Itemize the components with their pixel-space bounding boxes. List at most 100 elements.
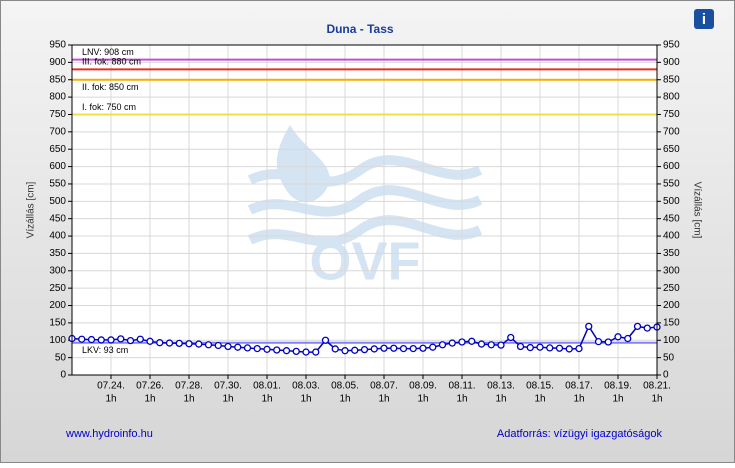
- data-point: [331, 345, 339, 353]
- x-tick-hour: 1h: [495, 394, 506, 405]
- x-tick-label: 07.24.: [97, 381, 125, 392]
- y2-tick-label: 600: [663, 161, 680, 172]
- data-point: [429, 343, 437, 351]
- data-point: [565, 345, 573, 353]
- data-point: [341, 347, 349, 355]
- y-tick-label: 100: [49, 335, 66, 346]
- data-point: [224, 342, 232, 351]
- data-point: [312, 348, 320, 356]
- data-point: [585, 322, 593, 331]
- y2-tick-label: 850: [663, 74, 680, 85]
- x-tick-label: 08.05.: [331, 381, 359, 392]
- y2-tick-label: 300: [663, 265, 680, 276]
- data-point: [263, 345, 271, 353]
- y2-tick-label: 450: [663, 213, 680, 224]
- y2-tick-label: 150: [663, 318, 680, 329]
- data-point: [487, 341, 495, 349]
- data-point: [477, 340, 486, 348]
- data-point: [185, 340, 193, 348]
- data-point: [594, 338, 603, 346]
- data-point: [136, 335, 144, 343]
- x-tick-label: 08.17.: [565, 381, 593, 392]
- x-tick-label: 08.19.: [604, 381, 632, 392]
- data-point: [165, 339, 174, 347]
- y2-tick-label: 950: [663, 40, 680, 51]
- x-tick-hour: 1h: [261, 394, 272, 405]
- x-tick-label: 08.01.: [253, 381, 281, 392]
- data-point: [146, 337, 154, 345]
- footer-link[interactable]: www.hydroinfo.hu: [65, 428, 153, 440]
- data-point: [380, 344, 388, 352]
- y2-tick-label: 50: [663, 352, 675, 363]
- x-tick-label: 07.30.: [214, 381, 242, 392]
- y-tick-label: 650: [49, 144, 66, 155]
- data-point: [643, 324, 651, 332]
- x-tick-hour: 1h: [144, 394, 155, 405]
- watermark-text: OVF: [309, 231, 420, 291]
- y2-tick-label: 550: [663, 179, 680, 190]
- y-tick-label: 150: [49, 318, 66, 329]
- x-tick-label: 08.21.: [643, 381, 671, 392]
- y2-tick-label: 700: [663, 126, 680, 137]
- plot-border: [71, 44, 658, 376]
- y-tick-label: 550: [49, 179, 66, 190]
- data-point: [282, 347, 291, 355]
- data-point: [604, 338, 612, 346]
- y2-tick-label: 800: [663, 92, 680, 103]
- y-tick-label: 50: [55, 352, 67, 363]
- plot-area: [72, 45, 657, 375]
- data-point: [107, 336, 115, 344]
- data-point: [243, 344, 252, 352]
- x-tick-hour: 1h: [573, 394, 584, 405]
- data-point: [438, 341, 447, 349]
- info-icon[interactable]: i: [702, 11, 706, 28]
- x-tick-label: 08.13.: [487, 381, 515, 392]
- reference-label: LKV: 93 cm: [82, 345, 128, 355]
- y2-tick-label: 100: [663, 335, 680, 346]
- y2-axis-label: Vízállás [cm]: [691, 182, 702, 239]
- y2-tick-label: 750: [663, 109, 680, 120]
- x-tick-hour: 1h: [105, 394, 116, 405]
- x-tick-label: 08.03.: [292, 381, 320, 392]
- x-tick-hour: 1h: [222, 394, 233, 405]
- x-tick-hour: 1h: [651, 394, 662, 405]
- x-tick-hour: 1h: [183, 394, 194, 405]
- data-point: [292, 347, 300, 356]
- data-point: [321, 336, 330, 344]
- data-point: [360, 345, 369, 354]
- y2-tick-label: 350: [663, 248, 680, 259]
- watermark-logo: OVF: [247, 125, 483, 291]
- y2-tick-label: 0: [663, 370, 669, 381]
- x-tick-hour: 1h: [339, 394, 350, 405]
- data-point: [497, 341, 505, 349]
- y-tick-label: 0: [60, 370, 66, 381]
- y-tick-label: 600: [49, 161, 66, 172]
- data-point: [156, 339, 164, 347]
- y-tick-label: 450: [49, 213, 66, 224]
- data-point: [204, 341, 213, 349]
- y2-tick-label: 900: [663, 57, 680, 68]
- x-tick-hour: 1h: [300, 394, 311, 405]
- data-point: [507, 333, 515, 342]
- y-tick-label: 800: [49, 92, 66, 103]
- x-tick-label: 07.26.: [136, 381, 164, 392]
- y2-tick-label: 400: [663, 231, 680, 242]
- data-point: [575, 344, 583, 353]
- data-point: [409, 344, 417, 353]
- info-button[interactable]: [694, 9, 714, 29]
- data-point: [458, 338, 466, 346]
- data-point: [370, 345, 378, 353]
- data-point: [214, 341, 222, 350]
- data-point: [624, 334, 632, 343]
- x-tick-hour: 1h: [534, 394, 545, 405]
- y-axis-label: Vízállás [cm]: [26, 181, 37, 238]
- data-point: [536, 343, 544, 351]
- data-point: [448, 339, 456, 347]
- data-point: [390, 344, 398, 352]
- x-tick-hour: 1h: [417, 394, 428, 405]
- data-point: [516, 342, 525, 351]
- data-point: [117, 335, 125, 343]
- y-tick-label: 400: [49, 231, 66, 242]
- data-point: [614, 333, 622, 341]
